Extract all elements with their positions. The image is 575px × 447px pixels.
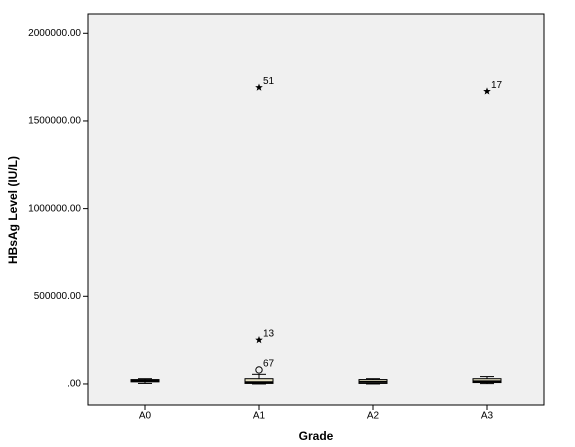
y-tick-label: 1500000.00: [28, 116, 81, 127]
y-tick-label: 2000000.00: [28, 28, 81, 39]
y-tick-label: .00: [67, 379, 81, 390]
outlier: [483, 87, 491, 95]
outlier-label: 67: [263, 359, 275, 370]
box: [244, 378, 274, 384]
outlier: [255, 335, 263, 344]
outlier-label: 51: [263, 76, 275, 87]
outlier: [255, 83, 263, 91]
y-tick-label: 500000.00: [34, 291, 82, 302]
y-tick-label: 1000000.00: [28, 203, 81, 214]
outlier-label: 13: [263, 329, 275, 340]
plot-area: [87, 13, 545, 406]
x-tick-label: A1: [253, 411, 266, 422]
y-axis-title: HBsAg Level (IU/L): [6, 156, 20, 264]
outlier: [255, 366, 263, 374]
x-tick-label: A3: [481, 411, 494, 422]
x-tick-label: A0: [139, 411, 152, 422]
outlier-label: 17: [491, 80, 503, 91]
x-tick-label: A2: [367, 411, 380, 422]
x-axis-title: Grade: [299, 429, 334, 443]
